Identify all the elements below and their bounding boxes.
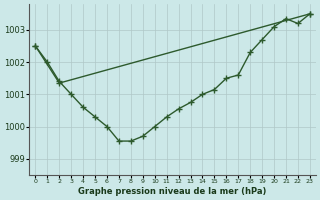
X-axis label: Graphe pression niveau de la mer (hPa): Graphe pression niveau de la mer (hPa) [78, 187, 267, 196]
